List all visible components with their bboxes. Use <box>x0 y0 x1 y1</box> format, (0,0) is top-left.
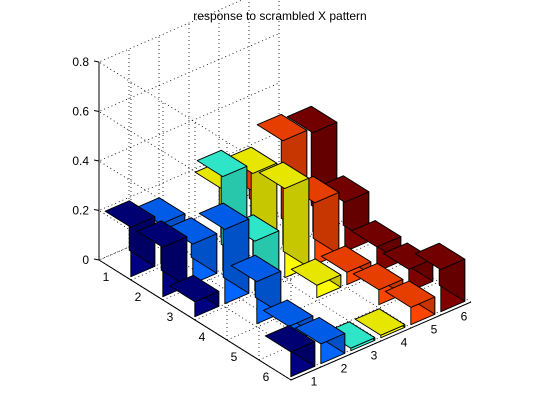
bar-r6-c2 <box>294 317 346 365</box>
bar-top-face <box>414 242 466 271</box>
z-tick-mark <box>93 159 100 162</box>
column-tick-label: 4 <box>401 336 408 350</box>
row-tick-label: 3 <box>167 310 174 324</box>
bar-top-face <box>104 200 156 228</box>
z-tick-label: 0.8 <box>72 55 89 69</box>
row-tick-label: 5 <box>231 350 238 364</box>
row-tick-label: 2 <box>135 290 142 304</box>
gridline-floor-row <box>226 261 408 341</box>
bar-top-face <box>290 258 342 286</box>
row-tick-label: 4 <box>199 330 206 344</box>
column-tick-label: 6 <box>461 310 468 324</box>
bar-top-face <box>196 149 248 178</box>
bar-top-face <box>382 242 434 270</box>
bar-top-face <box>230 254 282 283</box>
bar-r3-c5 <box>288 175 340 266</box>
z-tick-mark <box>93 60 100 63</box>
row-tick-label: 1 <box>103 270 110 284</box>
bar-top-face <box>352 262 404 291</box>
bar-r3-c1 <box>168 274 220 318</box>
bar-r2-c2 <box>166 217 218 285</box>
z-tick-label: 0.6 <box>72 105 89 119</box>
bar-top-face <box>168 274 220 303</box>
bar-r6-c5 <box>384 280 436 326</box>
column-tick-label: 5 <box>431 323 438 337</box>
bar-top-face <box>384 280 436 308</box>
bar-top-face <box>350 220 402 248</box>
chart-title: response to scrambled X pattern <box>193 9 367 23</box>
z-tick-mark <box>93 209 100 211</box>
bar-top-face <box>198 202 250 230</box>
bar-top-face <box>262 299 314 327</box>
bar-top-face <box>264 325 316 353</box>
bar-top-face <box>320 245 372 273</box>
z-tick-label: 0.4 <box>72 154 89 168</box>
bar-top-face <box>256 113 308 142</box>
column-tick-label: 1 <box>311 375 318 389</box>
bar-r5-c6 <box>382 242 434 293</box>
z-tick-mark <box>93 258 100 261</box>
column-axis-line <box>290 301 472 381</box>
gridline-floor-row <box>194 241 376 321</box>
bar-r4-c5 <box>320 245 372 286</box>
bar-top-face <box>354 308 406 336</box>
bar-r3-c4 <box>258 161 310 279</box>
row-axis-line <box>98 259 292 381</box>
row-tick-label: 6 <box>263 370 270 384</box>
bar-top-face <box>294 317 346 345</box>
bar-top-face <box>286 105 338 134</box>
bar-r6-c4 <box>354 308 406 339</box>
z-tick-label: 0 <box>82 253 89 267</box>
bar-r1-c1 <box>104 200 156 278</box>
bar-r6-c6 <box>414 242 466 313</box>
z-tick-mark <box>93 110 100 112</box>
column-tick-label: 3 <box>371 349 378 363</box>
z-tick-label: 0.2 <box>72 204 89 218</box>
bar-r4-c4 <box>290 258 342 299</box>
bar-top-face <box>136 220 188 248</box>
bar-top-face <box>258 161 310 190</box>
column-tick-label: 2 <box>341 362 348 376</box>
bar-r6-c1 <box>264 325 316 378</box>
